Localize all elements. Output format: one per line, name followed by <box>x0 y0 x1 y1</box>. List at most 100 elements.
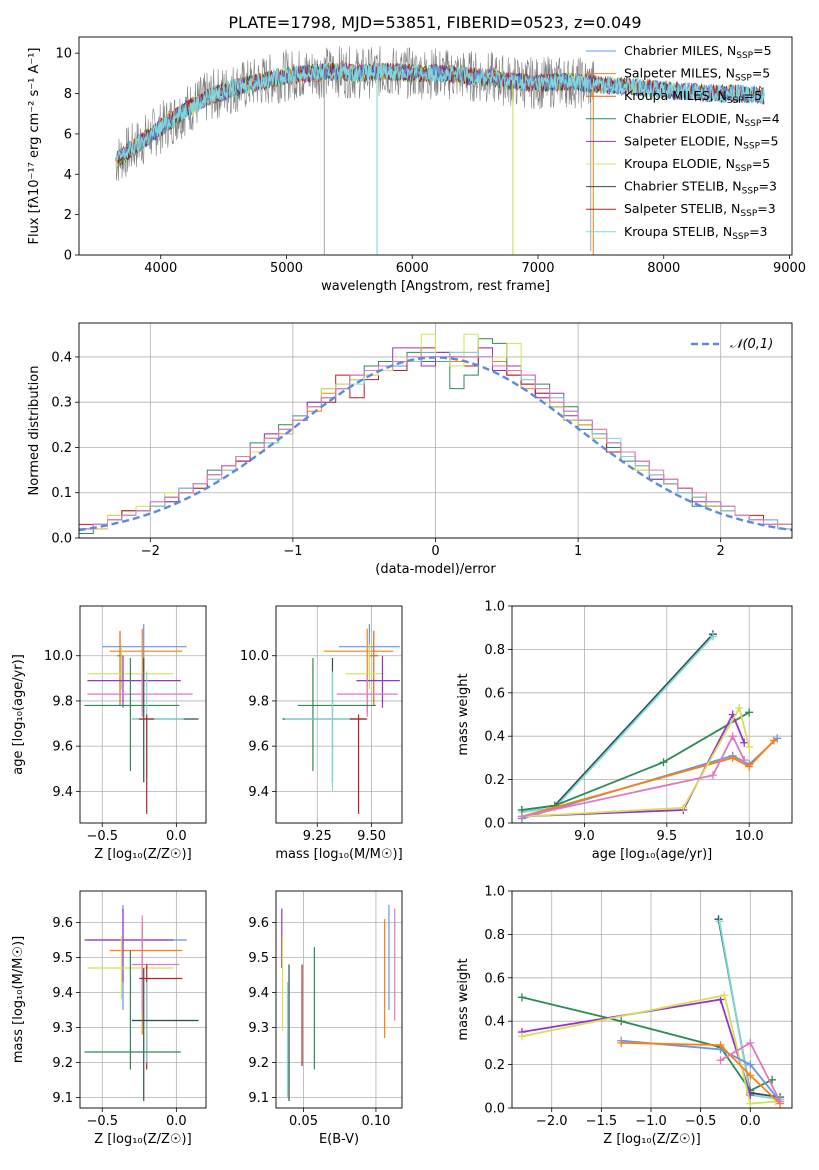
weight-point-marker <box>745 762 754 771</box>
errorbar-group <box>84 624 199 814</box>
x-tick-label: 9.25 <box>303 829 332 844</box>
residual-histogram-panel: −2 −1 0 1 2 0.0 0.1 0.2 0.3 0.4 (data-model)/error… <box>27 322 793 577</box>
y-tick-label: 9.6 <box>52 740 73 755</box>
weight-series-line <box>521 705 751 818</box>
y-tick-label: 0.0 <box>484 1102 505 1117</box>
x-tick-label: 0.0 <box>166 829 187 844</box>
x-tick-label: 0.0 <box>740 1114 761 1129</box>
x-tick-label: 9000 <box>773 261 806 276</box>
weight-point-marker <box>716 1056 725 1065</box>
weight-series-line <box>521 994 776 1105</box>
weight-point-marker <box>617 1017 626 1026</box>
axes-frame <box>275 890 403 1109</box>
errorbar-group <box>282 624 400 814</box>
x-tick-label: 0.0 <box>166 1114 187 1129</box>
weight-point-marker <box>740 738 749 747</box>
x-tick-label: 4000 <box>144 261 177 276</box>
x-tick-label: −2.0 <box>536 1114 568 1129</box>
axes-frame <box>511 890 793 1109</box>
normal-curve <box>79 356 792 532</box>
weight-series-line <box>521 635 714 813</box>
x-tick-label: 9.0 <box>574 829 595 844</box>
weight-point-marker <box>769 736 778 745</box>
x-axis-label: Z [log₁₀(Z/Z☉)] <box>603 1132 700 1147</box>
weight-series-line <box>521 633 714 811</box>
x-tick-label: −1.0 <box>635 1114 667 1129</box>
y-tick-label: 9.6 <box>248 740 269 755</box>
massweight-vs-age-panel: 9.0 9.5 10.0 0.0 0.2 0.4 0.6 0.8 1.0 age [log₁₀(a… <box>456 600 793 862</box>
model-spectrum-line <box>116 61 765 161</box>
errorbar-group <box>84 905 199 1101</box>
y-tick-label: 9.4 <box>248 785 269 800</box>
line-group <box>517 915 785 1108</box>
mass-vs-reddening-panel: 0.05 0.10 9.1 9.2 9.3 9.4 9.5 9.6 E(B-V) <box>248 890 403 1147</box>
weight-point-marker <box>679 803 688 812</box>
x-tick-label: 9.5 <box>656 829 677 844</box>
y-tick-label: 0.4 <box>484 1015 505 1030</box>
x-tick-label: 1 <box>574 544 582 559</box>
x-tick-label: −1 <box>283 544 302 559</box>
legend-label: Kroupa STELIB, NSSP=3 <box>624 224 768 242</box>
x-tick-label: 0 <box>431 544 439 559</box>
y-tick-label: 0.4 <box>51 350 72 365</box>
y-tick-label: 9.4 <box>52 986 73 1001</box>
weight-point-marker <box>720 991 729 1000</box>
weight-point-marker <box>746 1099 755 1108</box>
legend-label: Salpeter STELIB, NSSP=3 <box>624 201 776 219</box>
weight-point-marker <box>735 703 744 712</box>
errorbar-group <box>281 905 396 1101</box>
hist-lines <box>79 333 792 534</box>
x-tick-label: 0.10 <box>361 1114 390 1129</box>
weight-point-marker <box>517 993 526 1002</box>
axes-frame <box>78 36 793 256</box>
axes-frame <box>78 322 793 539</box>
y-tick-label: 9.2 <box>52 1056 73 1071</box>
x-axis-label: (data-model)/error <box>375 562 496 577</box>
x-axis-label: Z [log₁₀(Z/Z☉)] <box>94 847 191 862</box>
y-tick-label: 0.4 <box>484 730 505 745</box>
weight-point-marker <box>617 1038 626 1047</box>
legend-label: Salpeter ELODIE, NSSP=5 <box>624 133 778 151</box>
x-tick-label: 5000 <box>270 261 303 276</box>
x-axis-label: age [log₁₀(age/yr)] <box>592 847 713 862</box>
weight-point-marker <box>659 758 668 767</box>
y-tick-label: 9.6 <box>248 916 269 931</box>
x-tick-label: −0.5 <box>86 829 118 844</box>
y-tick-label: 9.2 <box>248 1056 269 1071</box>
y-tick-label: 10 <box>55 47 72 62</box>
hist-series-step <box>79 356 792 530</box>
x-tick-label: 7000 <box>521 261 554 276</box>
y-tick-label: 6 <box>64 127 72 142</box>
y-tick-label: 9.5 <box>248 951 269 966</box>
weight-series-line <box>521 711 750 811</box>
axes-frame <box>79 890 207 1109</box>
y-axis-label: mass [log₁₀(M/M☉)] <box>11 936 26 1063</box>
y-tick-label: 1.0 <box>484 885 505 900</box>
weight-point-marker <box>708 771 717 780</box>
legend-label: Chabrier MILES, NSSP=5 <box>624 43 772 61</box>
spectrum-lines <box>115 46 765 255</box>
y-axis-label: mass weight <box>456 958 471 1040</box>
x-tick-label: −1.5 <box>586 1114 618 1129</box>
y-tick-label: 0.2 <box>484 1058 505 1073</box>
legend-label: 𝒩(0,1) <box>730 337 773 352</box>
y-tick-label: 9.8 <box>248 694 269 709</box>
axes-frame <box>79 605 207 824</box>
weight-point-marker <box>716 1041 725 1050</box>
y-tick-label: 1.0 <box>484 600 505 615</box>
y-tick-label: 9.1 <box>248 1091 269 1106</box>
weight-point-marker <box>740 756 749 765</box>
y-axis-label: age [log₁₀(age/yr)] <box>11 654 26 775</box>
y-tick-label: 9.8 <box>52 694 73 709</box>
y-tick-label: 10.0 <box>44 649 73 664</box>
spectrum-panel: 4000 5000 6000 7000 8000 9000 0 2 4 6 8 10 wavelengt… <box>27 36 806 294</box>
axes-frame <box>275 605 403 824</box>
y-tick-label: 0.1 <box>51 486 72 501</box>
y-tick-label: 10.0 <box>240 649 269 664</box>
y-tick-label: 0.2 <box>51 441 72 456</box>
legend-label: Salpeter MILES, NSSP=5 <box>624 66 770 84</box>
y-tick-label: 8 <box>64 87 72 102</box>
weight-series-line <box>621 1042 781 1105</box>
weight-point-marker <box>745 708 754 717</box>
